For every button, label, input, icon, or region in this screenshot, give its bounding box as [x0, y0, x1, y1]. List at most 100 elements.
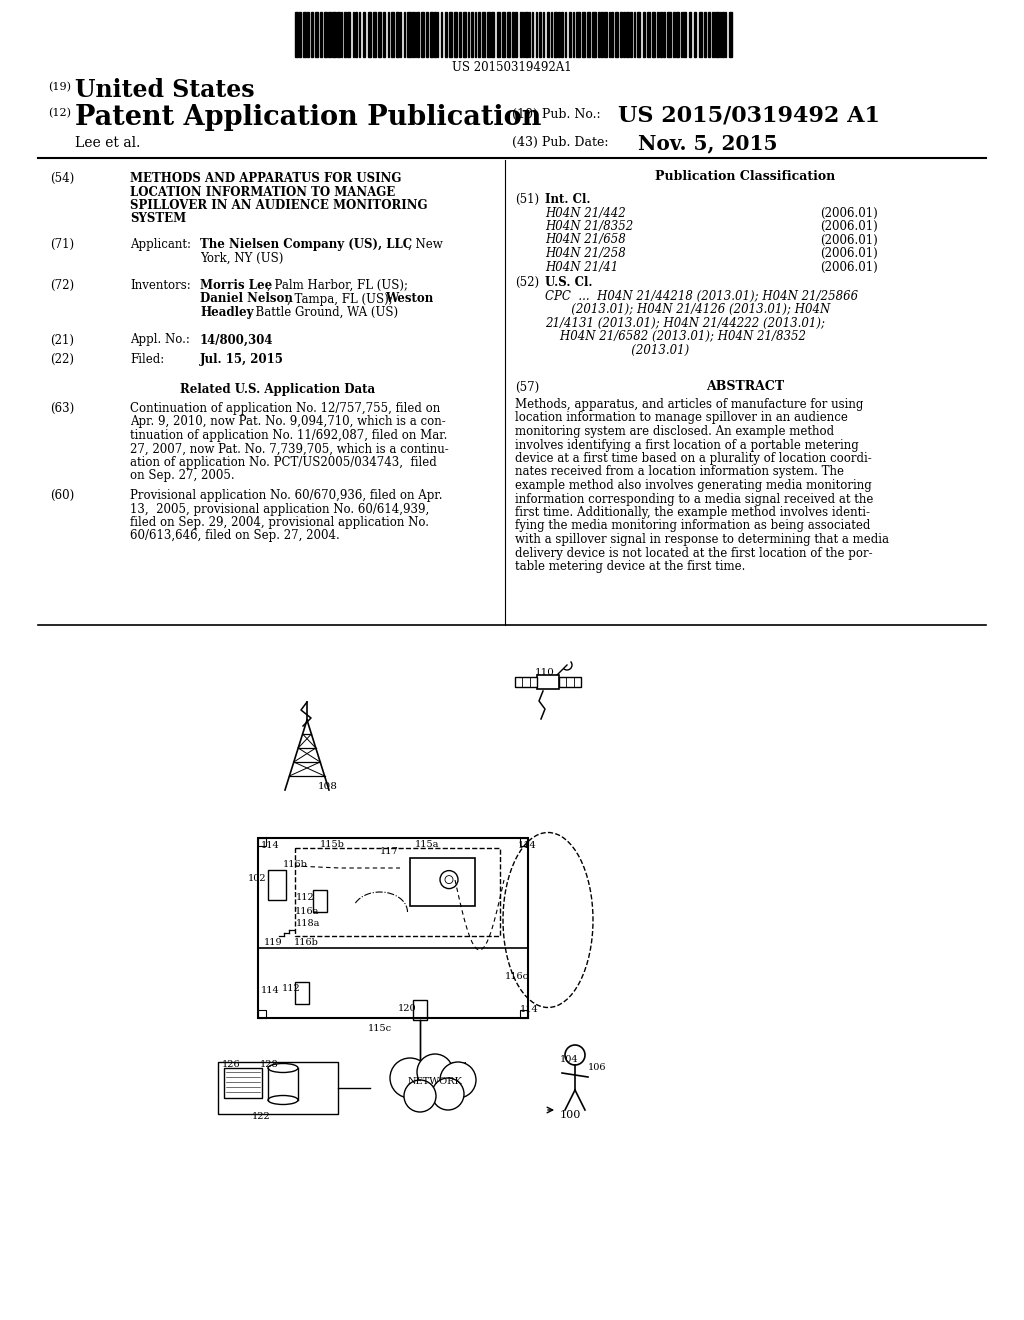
Text: Methods, apparatus, and articles of manufacture for using: Methods, apparatus, and articles of manu… — [515, 399, 863, 411]
Text: 114: 114 — [261, 986, 280, 995]
Bar — [474, 12, 476, 57]
Bar — [426, 12, 428, 57]
Text: 27, 2007, now Pat. No. 7,739,705, which is a continu-: 27, 2007, now Pat. No. 7,739,705, which … — [130, 442, 449, 455]
Bar — [676, 12, 679, 57]
Bar — [258, 838, 266, 846]
Bar — [358, 12, 360, 57]
Text: 114: 114 — [261, 841, 280, 850]
Bar — [623, 12, 625, 57]
Bar — [295, 847, 500, 936]
Bar — [390, 12, 393, 57]
Text: (57): (57) — [515, 380, 540, 393]
Bar — [568, 12, 571, 57]
Text: Filed:: Filed: — [130, 352, 164, 366]
Text: METHODS AND APPARATUS FOR USING: METHODS AND APPARATUS FOR USING — [130, 172, 401, 185]
Text: SPILLOVER IN AN AUDIENCE MONITORING: SPILLOVER IN AN AUDIENCE MONITORING — [130, 199, 427, 213]
Bar — [415, 12, 416, 57]
Bar — [659, 12, 662, 57]
Text: fying the media monitoring information as being associated: fying the media monitoring information a… — [515, 520, 870, 532]
Bar — [587, 12, 590, 57]
Bar — [630, 12, 632, 57]
Bar — [575, 12, 580, 57]
Text: (22): (22) — [50, 352, 74, 366]
Text: H04N 21/6582 (2013.01); H04N 21/8352: H04N 21/6582 (2013.01); H04N 21/8352 — [545, 330, 806, 343]
Bar — [314, 12, 317, 57]
Text: (2006.01): (2006.01) — [820, 247, 878, 260]
Text: 122: 122 — [252, 1111, 270, 1121]
Text: example method also involves generating media monitoring: example method also involves generating … — [515, 479, 871, 492]
Text: Applicant:: Applicant: — [130, 238, 191, 251]
Bar — [433, 12, 435, 57]
Text: Continuation of application No. 12/757,755, filed on: Continuation of application No. 12/757,7… — [130, 403, 440, 414]
Bar — [487, 12, 489, 57]
Bar — [258, 1010, 266, 1018]
Text: tinuation of application No. 11/692,087, filed on Mar.: tinuation of application No. 11/692,087,… — [130, 429, 447, 442]
Bar — [614, 12, 618, 57]
Bar — [449, 12, 452, 57]
Text: Morris Lee: Morris Lee — [200, 279, 272, 292]
Bar — [728, 12, 731, 57]
Text: US 2015/0319492 A1: US 2015/0319492 A1 — [618, 106, 880, 127]
Text: (2006.01): (2006.01) — [820, 206, 878, 219]
Bar — [354, 12, 356, 57]
Text: York, NY (US): York, NY (US) — [200, 252, 284, 264]
Text: 126: 126 — [222, 1060, 241, 1069]
Text: Nov. 5, 2015: Nov. 5, 2015 — [638, 133, 777, 153]
Bar — [558, 12, 559, 57]
Text: Publication Classification: Publication Classification — [655, 170, 836, 183]
Text: Jul. 15, 2015: Jul. 15, 2015 — [200, 352, 284, 366]
Text: 100: 100 — [560, 1110, 582, 1119]
Text: 114: 114 — [520, 1005, 539, 1014]
Text: Int. Cl.: Int. Cl. — [545, 193, 591, 206]
Text: US 20150319492A1: US 20150319492A1 — [453, 61, 571, 74]
Text: (19): (19) — [48, 82, 71, 92]
Text: 118a: 118a — [296, 919, 321, 928]
Circle shape — [432, 1078, 464, 1110]
Text: Apr. 9, 2010, now Pat. No. 9,094,710, which is a con-: Apr. 9, 2010, now Pat. No. 9,094,710, wh… — [130, 416, 445, 429]
Bar — [693, 12, 696, 57]
Bar — [407, 12, 411, 57]
Text: device at a first time based on a plurality of location coordi-: device at a first time based on a plural… — [515, 451, 871, 465]
Text: first time. Additionally, the example method involves identi-: first time. Additionally, the example me… — [515, 506, 870, 519]
Text: (12): (12) — [48, 108, 71, 119]
Bar — [399, 12, 401, 57]
Bar — [310, 12, 312, 57]
Text: (21): (21) — [50, 334, 74, 346]
Bar — [444, 12, 447, 57]
Text: , New: , New — [408, 238, 442, 251]
Text: H04N 21/258: H04N 21/258 — [545, 247, 626, 260]
Bar — [362, 12, 365, 57]
Text: CPC  ...  H04N 21/44218 (2013.01); H04N 21/25866: CPC ... H04N 21/44218 (2013.01); H04N 21… — [545, 289, 858, 302]
Text: 115b: 115b — [319, 840, 345, 849]
Bar — [295, 12, 298, 57]
Text: (10) Pub. No.:: (10) Pub. No.: — [512, 108, 601, 121]
Bar — [413, 1001, 427, 1020]
Text: Related U.S. Application Data: Related U.S. Application Data — [180, 383, 375, 396]
Text: (71): (71) — [50, 238, 74, 251]
Text: LOCATION INFORMATION TO MANAGE: LOCATION INFORMATION TO MANAGE — [130, 186, 395, 198]
Bar — [597, 12, 599, 57]
Circle shape — [404, 1080, 436, 1111]
Text: on Sep. 27, 2005.: on Sep. 27, 2005. — [130, 470, 234, 483]
Circle shape — [440, 1063, 476, 1098]
Bar — [698, 12, 702, 57]
Bar — [410, 858, 475, 906]
Text: information corresponding to a media signal received at the: information corresponding to a media sig… — [515, 492, 873, 506]
Text: with a spillover signal in response to determining that a media: with a spillover signal in response to d… — [515, 533, 889, 546]
Text: nates received from a location information system. The: nates received from a location informati… — [515, 466, 844, 479]
Text: ation of application No. PCT/US2005/034743,  filed: ation of application No. PCT/US2005/0347… — [130, 455, 437, 469]
Bar — [537, 675, 559, 689]
Bar — [373, 12, 376, 57]
Bar — [688, 12, 691, 57]
Bar — [319, 12, 322, 57]
Text: 108: 108 — [318, 781, 338, 791]
Bar — [507, 12, 510, 57]
Text: 112: 112 — [296, 894, 314, 902]
Bar — [459, 12, 461, 57]
Bar — [703, 12, 706, 57]
Bar — [512, 12, 513, 57]
Bar — [642, 12, 645, 57]
Text: (2006.01): (2006.01) — [820, 260, 878, 273]
Text: Patent Application Publication: Patent Application Publication — [75, 104, 542, 131]
Bar — [412, 12, 414, 57]
